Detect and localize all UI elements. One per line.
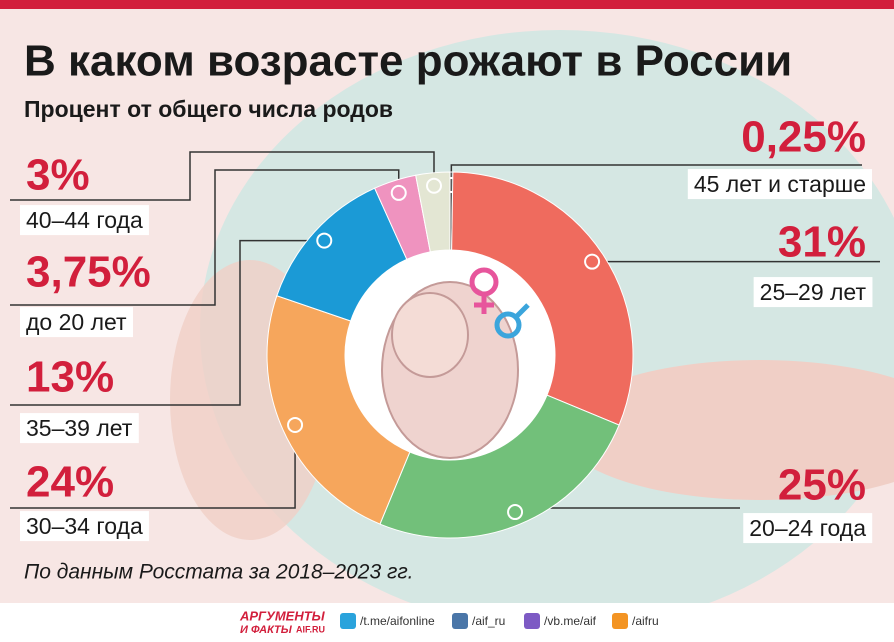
leader-line [10, 239, 325, 406]
gender-icons [469, 267, 530, 339]
label-background [20, 205, 149, 236]
category-label: 20–24 года [749, 515, 866, 541]
value-label: 31% [778, 218, 866, 267]
category-label: 25–29 лет [760, 279, 867, 305]
social-link: /aif_ru [472, 614, 505, 628]
value-label: 3,75% [26, 248, 151, 297]
label-background [753, 277, 873, 308]
segment-dot [390, 184, 407, 201]
subtitle: Процент от общего числа родов [24, 96, 393, 122]
social-icon [612, 613, 628, 629]
value-label: 13% [26, 353, 114, 402]
label-background [20, 307, 134, 338]
value-label: 0,25% [741, 113, 866, 162]
title: В каком возрасте рожают в России [24, 37, 792, 86]
label-background [20, 413, 139, 444]
social-icon [452, 613, 468, 629]
segment-dot [287, 416, 304, 433]
value-label: 24% [26, 458, 114, 507]
value-label: 25% [778, 461, 866, 510]
leader-line [10, 169, 400, 306]
leader-line [10, 151, 435, 201]
category-label: 40–44 года [26, 207, 143, 233]
footer [0, 603, 894, 642]
social-link: /aifru [632, 614, 659, 628]
social-icon [524, 613, 540, 629]
label-background [20, 511, 149, 542]
logo: AIF.RU [296, 624, 325, 634]
category-label: 35–39 лет [26, 415, 133, 441]
fetus-head [391, 292, 469, 378]
logo: И ФАКТЫ [240, 624, 293, 636]
category-label: 30–34 года [26, 513, 143, 539]
segment-dot [507, 504, 524, 521]
segment-dot [316, 232, 333, 249]
social-link: /vb.me/aif [544, 614, 597, 628]
label-background [687, 169, 872, 200]
category-label: 45 лет и старше [694, 171, 866, 197]
label-background [743, 513, 873, 544]
top-bar [0, 0, 894, 9]
social-link: /t.me/aifonline [360, 614, 435, 628]
background-hand [560, 360, 894, 500]
value-label: 3% [26, 151, 90, 200]
social-icon [340, 613, 356, 629]
segment-dot [426, 177, 443, 194]
category-label: до 20 лет [26, 309, 127, 335]
segment-dot [584, 253, 601, 270]
source-note: По данным Росстата за 2018–2023 гг. [24, 561, 414, 584]
logo: АРГУМЕНТЫ [239, 608, 326, 623]
